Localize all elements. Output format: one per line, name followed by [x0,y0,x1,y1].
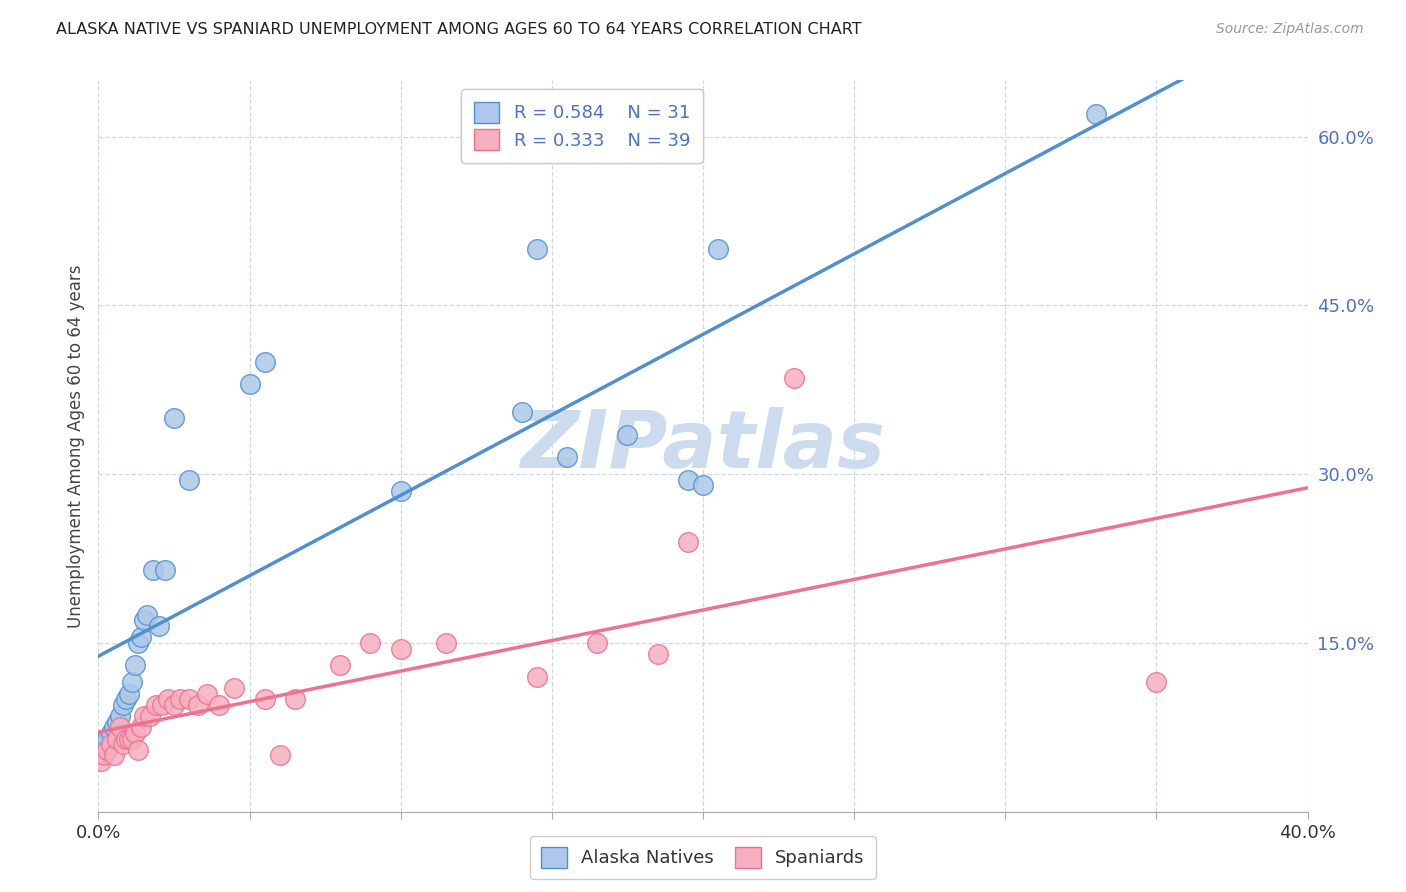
Point [114,731,136,746]
Point [253,354,276,368]
Point [135,607,157,622]
Point [586,636,609,650]
Legend: Alaska Natives, Spaniards: Alaska Natives, Spaniards [530,836,876,879]
Point [187,698,209,712]
Point [163,410,186,425]
Point [360,636,382,650]
Point [647,647,669,661]
Legend: R = 0.584    N = 31, R = 0.333    N = 39: R = 0.584 N = 31, R = 0.333 N = 39 [461,89,703,162]
Point [179,692,201,706]
Point [124,726,146,740]
Text: ALASKA NATIVE VS SPANIARD UNEMPLOYMENT AMONG AGES 60 TO 64 YEARS CORRELATION CHA: ALASKA NATIVE VS SPANIARD UNEMPLOYMENT A… [56,22,862,37]
Point [132,709,155,723]
Point [1144,675,1167,690]
Point [153,563,176,577]
Point [169,692,191,706]
Point [93,748,115,763]
Point [121,731,143,746]
Point [224,681,246,695]
Point [121,675,143,690]
Point [616,427,638,442]
Point [783,371,806,385]
Point [148,619,170,633]
Point [145,698,167,712]
Point [150,698,173,712]
Point [156,692,179,706]
Point [129,630,152,644]
Point [129,720,152,734]
Point [526,670,548,684]
Point [707,242,730,256]
Point [329,658,352,673]
Point [105,714,128,729]
Text: Source: ZipAtlas.com: Source: ZipAtlas.com [1216,22,1364,37]
Point [96,731,118,746]
Point [389,483,412,498]
Point [105,731,128,746]
Point [1085,107,1108,121]
Point [142,563,165,577]
Point [526,242,548,256]
Text: ZIPatlas: ZIPatlas [520,407,886,485]
Point [127,636,149,650]
Point [179,473,201,487]
Point [93,737,115,751]
Point [269,748,291,763]
Point [555,450,578,465]
Point [111,737,134,751]
Point [389,641,412,656]
Point [284,692,307,706]
Point [90,754,112,768]
Point [239,377,262,392]
Point [253,692,276,706]
Point [108,709,131,723]
Point [676,534,699,549]
Point [510,405,533,419]
Point [100,737,122,751]
Point [114,692,136,706]
Point [208,698,231,712]
Point [195,687,218,701]
Point [127,743,149,757]
Point [103,748,125,763]
Point [118,731,141,746]
Y-axis label: Unemployment Among Ages 60 to 64 years: Unemployment Among Ages 60 to 64 years [66,264,84,628]
Point [434,636,457,650]
Point [692,478,714,492]
Point [676,473,699,487]
Point [139,709,162,723]
Point [132,614,155,628]
Point [103,720,125,734]
Point [118,687,141,701]
Point [96,743,118,757]
Point [108,720,131,734]
Point [100,726,122,740]
Point [124,658,146,673]
Point [163,698,186,712]
Point [111,698,134,712]
